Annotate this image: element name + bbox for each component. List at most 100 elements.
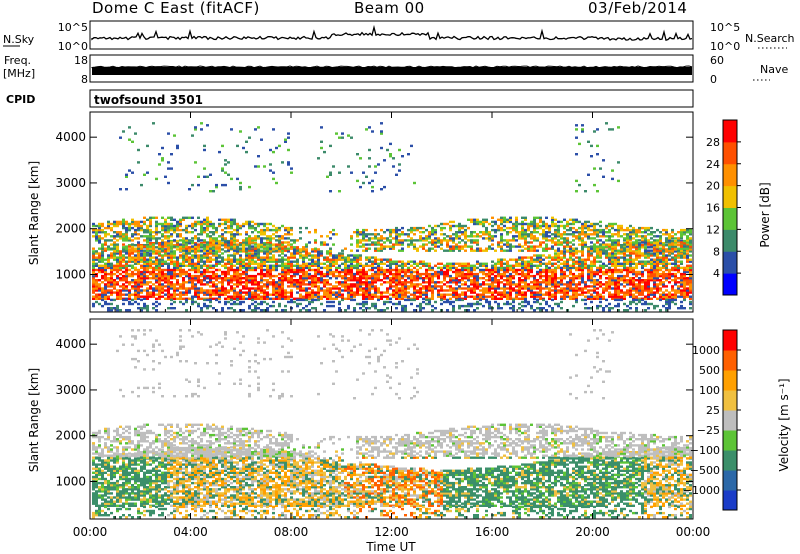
echo-cell <box>317 293 320 296</box>
echo-cell <box>164 268 167 272</box>
echo-cell <box>416 268 419 272</box>
echo-cell <box>215 262 218 265</box>
echo-cell <box>161 249 164 252</box>
echo-cell <box>341 293 344 296</box>
echo-cell <box>401 249 404 252</box>
echo-cell <box>413 228 416 232</box>
echo-cell <box>389 247 392 250</box>
freq-panel: Freq. [MHz] 18 8 60 0 Nave <box>3 54 788 86</box>
echo-cell <box>341 262 344 265</box>
echo-cell <box>482 287 485 290</box>
echo-cell <box>143 307 146 310</box>
echo-cell <box>209 222 212 226</box>
echo-cell <box>251 266 254 270</box>
echo-cell <box>386 287 389 290</box>
echo-cell <box>503 270 506 274</box>
echo-cell <box>314 262 317 265</box>
echo-cell <box>275 266 278 270</box>
echo-cell <box>491 277 494 280</box>
echo-cell <box>470 268 473 272</box>
echo-cell <box>194 274 197 278</box>
echo-cell <box>245 266 248 270</box>
echo-cell <box>488 307 491 310</box>
echo-cell <box>335 291 338 294</box>
echo-cell <box>533 224 536 228</box>
echo-cell <box>233 245 236 248</box>
echo-cell <box>575 128 578 131</box>
echo-cell <box>104 279 107 282</box>
echo-cell <box>161 245 164 248</box>
echo-cell <box>365 289 368 292</box>
echo-cell <box>221 242 224 245</box>
echo-cell <box>545 237 548 240</box>
echo-cell <box>302 289 305 292</box>
echo-cell <box>203 148 206 152</box>
echo-cell <box>152 245 155 248</box>
echo-cell <box>596 233 599 236</box>
echo-cell <box>227 260 230 263</box>
echo-cell <box>515 235 518 238</box>
echo-cell <box>116 289 119 292</box>
echo-cell <box>152 242 155 245</box>
echo-cell <box>503 285 506 288</box>
echo-cell <box>191 298 194 302</box>
echo-cell <box>530 235 533 238</box>
echo-cell <box>197 239 200 242</box>
echo-cell <box>596 254 599 257</box>
echo-cell <box>134 289 137 292</box>
echo-cell <box>143 266 146 270</box>
echo-cell <box>149 231 152 234</box>
echo-cell <box>491 279 494 282</box>
echo-cell <box>605 254 608 257</box>
echo-cell <box>548 293 551 296</box>
echo-cell <box>110 307 113 310</box>
echo-cell <box>509 297 512 300</box>
echo-cell <box>476 262 479 265</box>
echo-cell <box>590 270 593 274</box>
echo-cell <box>548 256 551 259</box>
echo-cell <box>554 237 557 240</box>
echo-cell <box>209 304 212 308</box>
echo-cell <box>131 298 134 302</box>
echo-cell <box>572 264 575 267</box>
echo-cell <box>338 307 341 310</box>
echo-cell <box>254 295 257 298</box>
echo-cell <box>230 177 233 181</box>
echo-cell <box>434 270 437 274</box>
echo-cell <box>467 285 470 288</box>
echo-cell <box>434 233 437 236</box>
echo-cell <box>572 277 575 280</box>
echo-cell <box>236 243 239 246</box>
echo-cell <box>236 268 239 272</box>
echo-cell <box>368 285 371 288</box>
echo-cell <box>563 233 566 236</box>
echo-cell <box>182 285 185 288</box>
echo-cell <box>356 260 359 263</box>
echo-cell <box>287 297 290 300</box>
echo-cell <box>269 241 272 244</box>
echo-cell <box>536 256 539 259</box>
echo-cell <box>473 287 476 290</box>
echo-cell <box>482 220 485 224</box>
echo-cell <box>134 244 137 247</box>
echo-cell <box>443 249 446 252</box>
echo-cell <box>224 274 227 278</box>
echo-cell <box>524 222 527 226</box>
echo-cell <box>596 287 599 290</box>
echo-cell <box>146 283 149 286</box>
echo-cell <box>524 300 527 304</box>
echo-cell <box>380 283 383 286</box>
echo-cell <box>446 285 449 288</box>
echo-cell <box>533 218 536 221</box>
echo-cell <box>410 264 413 267</box>
echo-cell <box>359 258 362 261</box>
echo-cell <box>149 247 152 250</box>
echo-cell <box>569 295 572 298</box>
echo-cell <box>101 295 104 298</box>
echo-cell <box>434 274 437 278</box>
echo-cell <box>242 250 245 253</box>
echo-cell <box>386 148 389 152</box>
echo-cell <box>383 262 386 265</box>
echo-cell <box>524 218 527 221</box>
echo-cell <box>518 231 521 234</box>
